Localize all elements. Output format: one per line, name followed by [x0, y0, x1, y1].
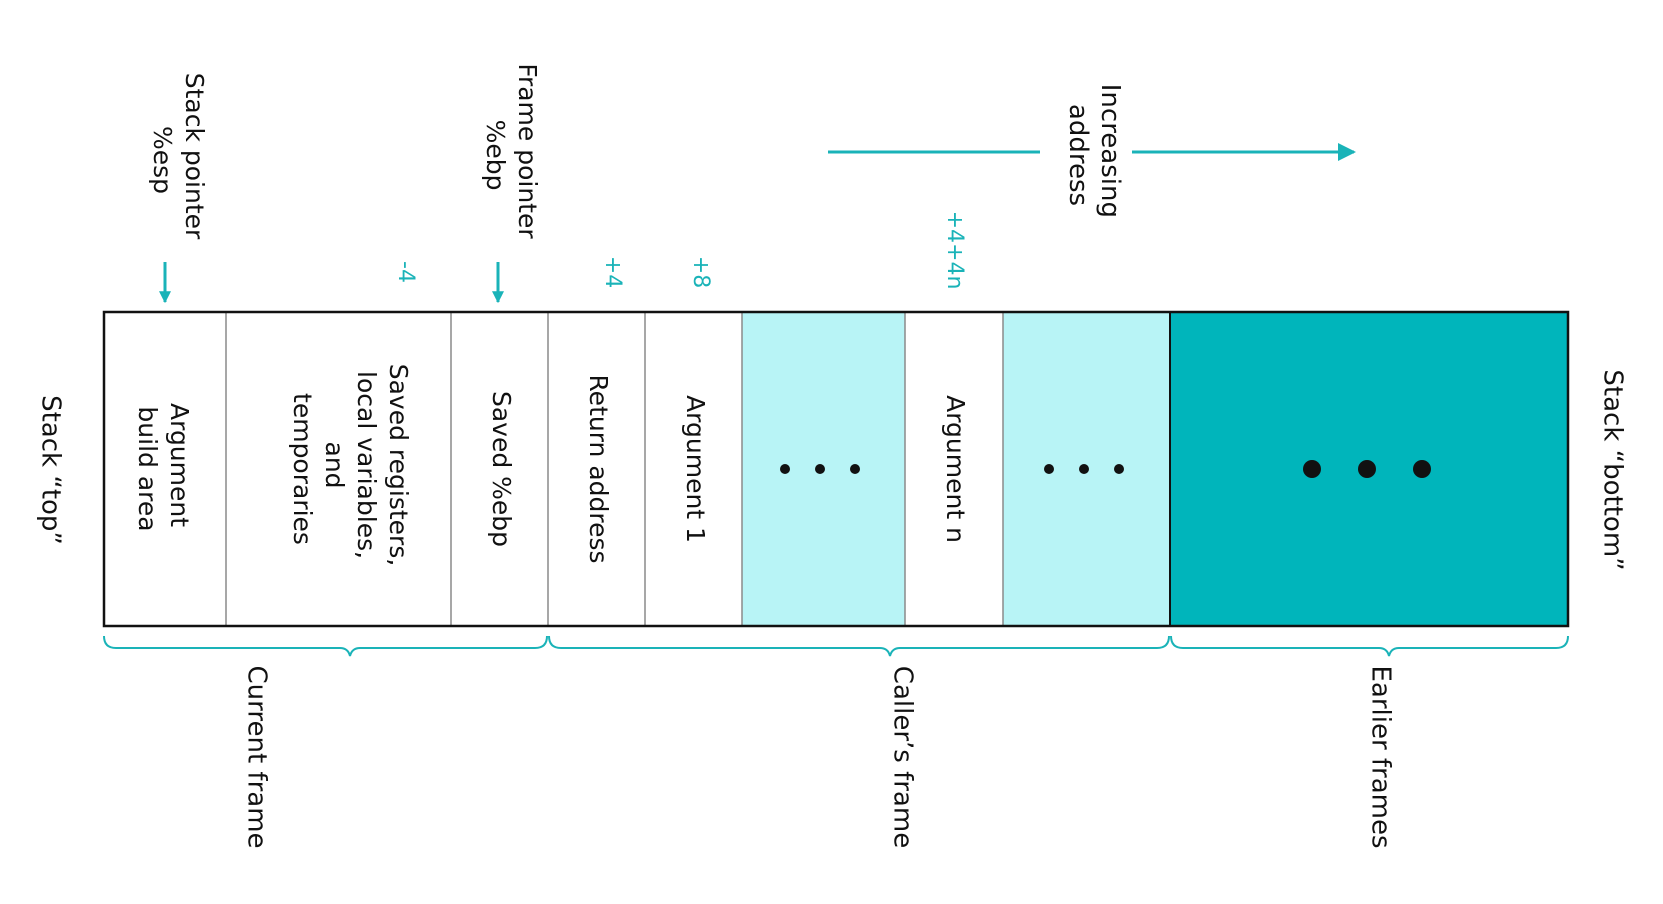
frame-pointer-title: Frame pointer: [513, 63, 542, 239]
svg-text:Frame pointer %ebp: Frame pointer %ebp: [481, 63, 542, 246]
stack-pointer-title: Stack pointer: [180, 73, 209, 240]
ellipsis-dots-earlier: [1303, 460, 1431, 478]
offset-plus8: +8: [688, 256, 713, 288]
stack-bottom-label: Stack “bottom”: [1598, 369, 1628, 570]
ellipsis-text-2: • • •: [1086, 468, 1089, 470]
callers-frame-brace: [548, 635, 1170, 657]
current-frame-brace: [103, 635, 548, 657]
cell-dividers: [225, 312, 1004, 626]
earlier-frames-brace: [1170, 635, 1569, 657]
increasing-address-label-line2: address: [1063, 104, 1093, 206]
offset-plus4: +4: [600, 256, 625, 288]
frame-pointer-register: %ebp: [481, 120, 510, 191]
increasing-address-arrowhead-icon: [1338, 143, 1356, 161]
svg-text:Increasing address: Increasing address: [1063, 84, 1125, 227]
svg-text:Saved registers, local v: Saved registers, local variables, and te…: [288, 364, 413, 575]
earlier-frames-label: Earlier frames: [1366, 665, 1396, 848]
saved-ebp-label: Saved %ebp: [487, 391, 516, 547]
offset-plus4-4n: +4+4n: [942, 211, 967, 290]
ellipsis-text-1: • • •: [823, 468, 826, 470]
return-address-label: Return address: [584, 374, 613, 563]
saved-registers-line1: Saved registers,: [384, 364, 413, 567]
argument-n-label: Argument n: [941, 395, 970, 543]
offset-minus4: -4: [393, 261, 418, 283]
increasing-address-label-line1: Increasing: [1095, 84, 1125, 218]
saved-registers-line4: temporaries: [288, 393, 317, 545]
argument-build-area-line2: build area: [133, 406, 162, 531]
callers-frame-label: Caller’s frame: [888, 666, 918, 848]
argument-build-area-line1: Argument: [165, 403, 194, 527]
stack-outline: [102, 310, 1570, 628]
saved-registers-line3: and: [320, 442, 349, 489]
argument-1-label: Argument 1: [681, 395, 710, 543]
stack-top-label: Stack “top”: [36, 395, 66, 545]
ellipsis-text-earlier: • • •: [1369, 468, 1372, 470]
ellipsis-dots-1: [780, 464, 860, 474]
svg-text:Stack pointer %esp: Stack pointer %esp: [148, 73, 209, 248]
current-frame-label: Current frame: [242, 665, 272, 848]
stack-pointer-register: %esp: [148, 126, 177, 194]
svg-text:Argument build area: Argument build area: [133, 403, 194, 535]
saved-registers-line2: local variables,: [352, 371, 381, 559]
ellipsis-dots-2: [1044, 464, 1124, 474]
